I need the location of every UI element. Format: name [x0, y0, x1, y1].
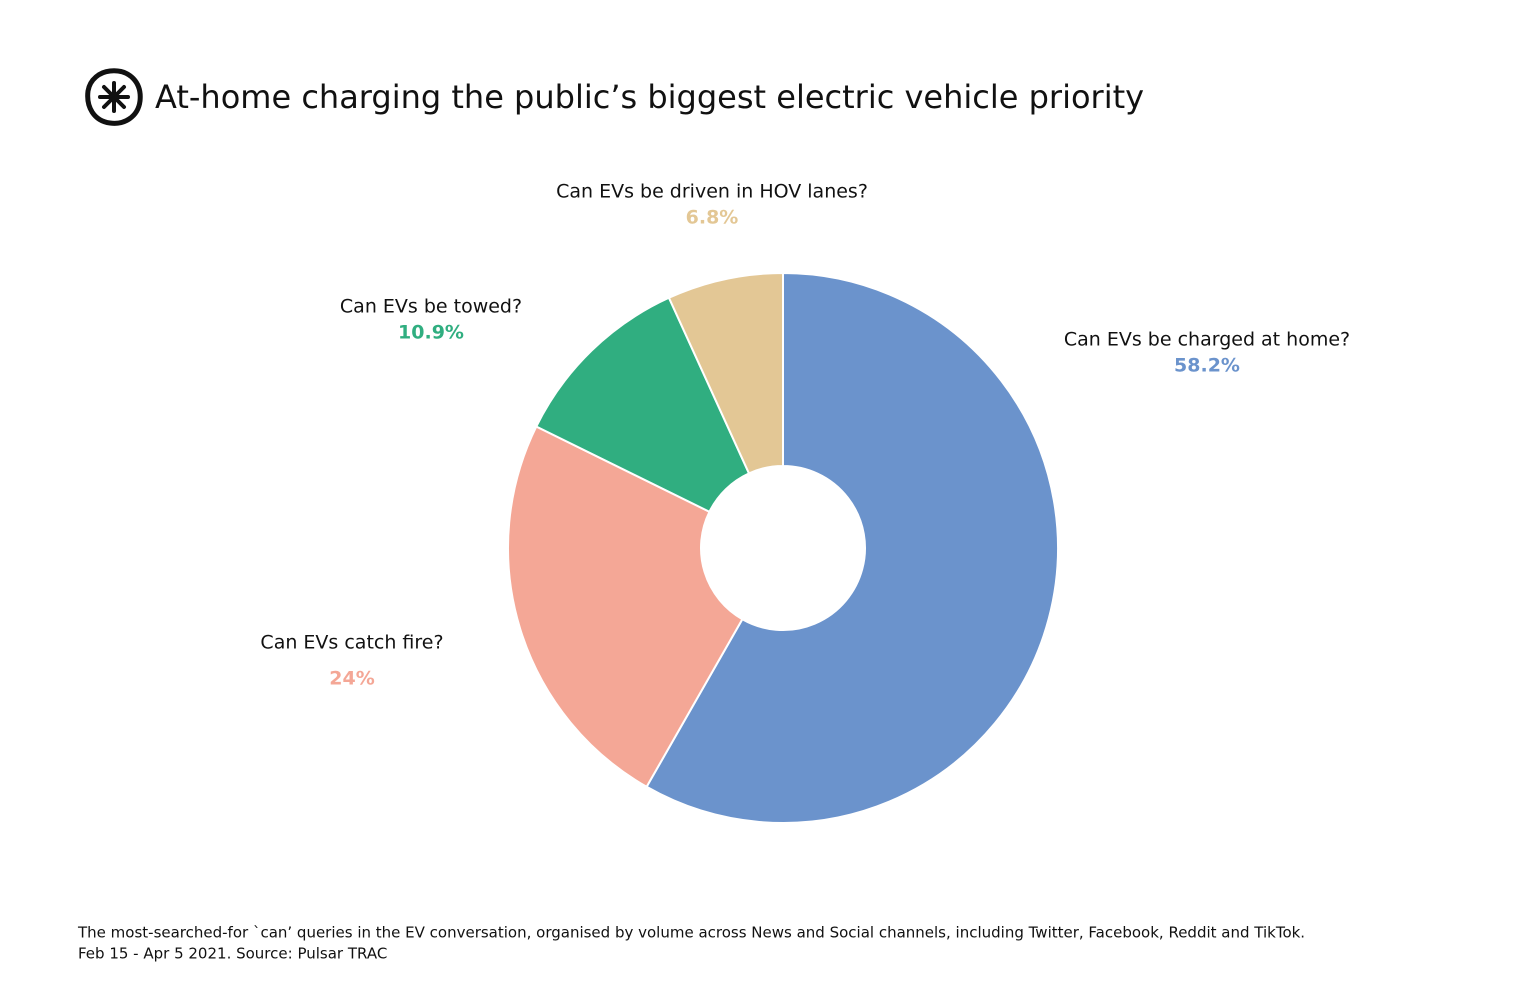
donut-slice — [507, 425, 744, 789]
chart-title: At-home charging the public’s biggest el… — [155, 78, 1144, 116]
slice-value: 6.8% — [686, 207, 739, 229]
slice-label: Can EVs be driven in HOV lanes? — [556, 181, 868, 203]
slice-label: Can EVs catch fire? — [260, 632, 443, 654]
donut-slice — [645, 271, 1059, 824]
donut-slice — [534, 296, 751, 514]
slice-label: Can EVs be towed? — [340, 296, 522, 318]
slice-value: 10.9% — [398, 322, 464, 344]
slice-value: 24% — [329, 668, 374, 690]
logo — [85, 68, 143, 126]
footnote: The most-searched-for `can’ queries in t… — [77, 924, 1305, 942]
slice-label: Can EVs be charged at home? — [1064, 329, 1350, 351]
slice-value: 58.2% — [1174, 355, 1240, 377]
donut-slice — [667, 271, 784, 475]
footnote: Feb 15 - Apr 5 2021. Source: Pulsar TRAC — [78, 945, 387, 963]
